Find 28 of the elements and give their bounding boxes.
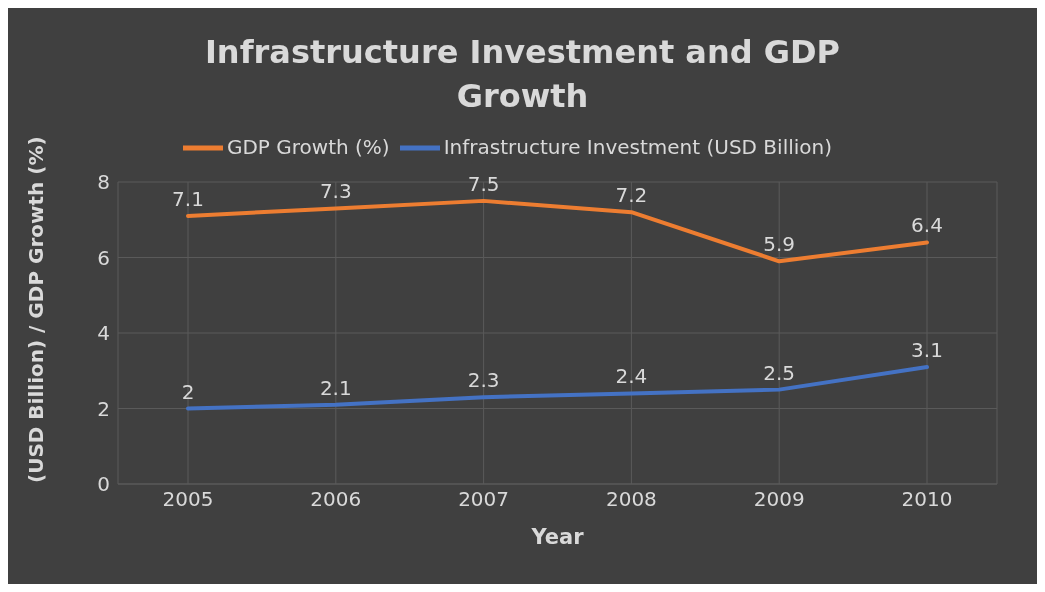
chart-title: Infrastructure Investment and GDP Growth [203,32,842,117]
y-tick-label: 2 [97,396,110,421]
x-tick-label: 2007 [458,487,510,512]
data-label: 2.4 [615,364,648,389]
y-tick-label: 4 [97,321,110,346]
data-label: 7.5 [467,171,500,196]
data-label: 2 [181,379,195,404]
data-label: 2.5 [763,360,796,385]
data-label: 3.1 [911,337,943,362]
y-tick-label: 8 [97,170,110,195]
x-tick-label: 2005 [162,487,214,512]
x-axis-title: Year [530,525,585,549]
legend-label: GDP Growth (%) [226,134,390,159]
data-label: 2.3 [467,368,500,393]
y-tick-label: 6 [97,245,110,270]
x-tick-label: 2009 [753,487,805,512]
data-label: 2.1 [319,375,352,400]
x-tick-label: 2010 [901,487,953,512]
y-axis-title: (USD Billion) / GDP Growth (%) [24,136,49,483]
data-label: 7.2 [615,183,648,208]
x-tick-label: 2006 [310,487,362,512]
y-tick-label: 0 [97,472,110,497]
x-tick-label: 2008 [605,487,657,512]
data-label: 6.4 [911,213,943,238]
data-label: 7.1 [172,186,204,211]
legend-label: Infrastructure Investment (USD Billion) [443,134,833,159]
data-label: 5.9 [763,232,796,257]
data-label: 7.3 [319,179,352,204]
